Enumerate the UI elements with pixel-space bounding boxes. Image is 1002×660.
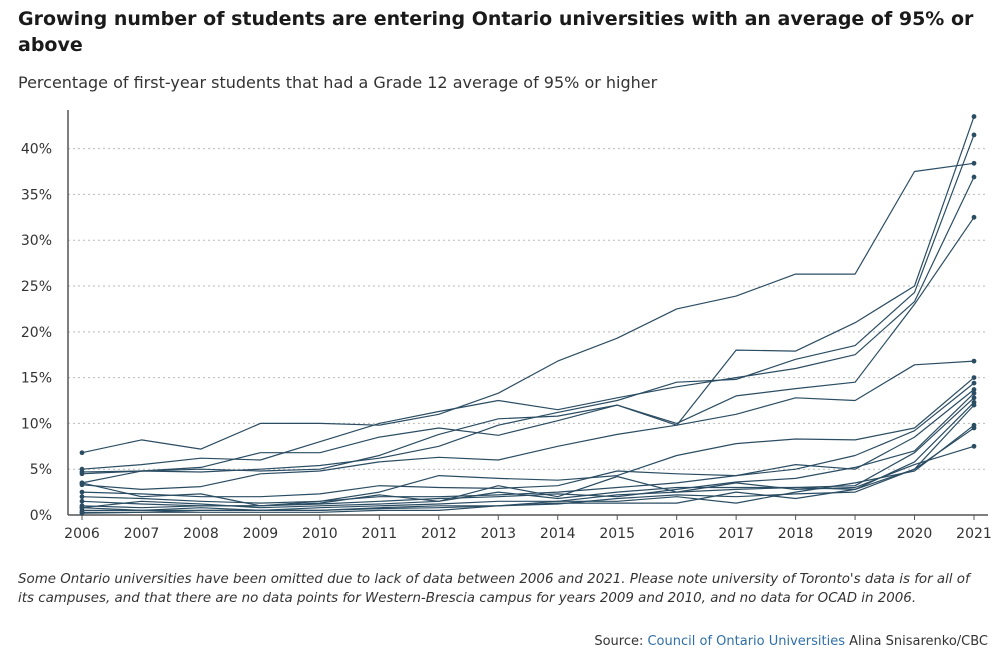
end-point — [971, 114, 977, 119]
x-tick-label: 2007 — [124, 526, 160, 542]
end-point — [971, 387, 977, 392]
series-line — [81, 427, 975, 514]
chart-subtitle: Percentage of first-year students that h… — [18, 73, 658, 92]
endpoint-markers — [79, 114, 977, 516]
line-chart: 0% 5% 10% 15% 20% 25% 30% 35% 40% 2006 2007 2008 200… — [21, 110, 992, 542]
y-tick-label: 10% — [21, 416, 52, 432]
x-tick-label: 2013 — [480, 526, 516, 542]
start-point — [79, 489, 85, 495]
x-tick-label: 2021 — [956, 526, 992, 542]
y-tick-label: 35% — [21, 187, 52, 203]
series-line — [81, 377, 975, 504]
start-point — [79, 498, 85, 504]
start-point — [79, 505, 85, 511]
tick-labels: 0% 5% 10% 15% 20% 25% 30% 35% 40% 2006 2007 2008 200… — [21, 142, 992, 542]
x-tick-label: 2020 — [897, 526, 933, 542]
end-point — [971, 174, 977, 180]
start-point — [79, 510, 85, 516]
x-tick-label: 2016 — [659, 526, 695, 542]
x-tick-label: 2011 — [362, 526, 398, 542]
axes — [67, 110, 988, 520]
start-point — [79, 494, 85, 500]
series-line — [81, 445, 975, 507]
x-tick-label: 2014 — [540, 526, 576, 542]
end-point — [971, 390, 977, 396]
source-line: Source: Council of Ontario Universities … — [594, 634, 988, 649]
source-label: Source: — [594, 634, 644, 649]
end-point — [971, 375, 977, 381]
footnote: Some Ontario universities have been omit… — [18, 572, 970, 606]
end-point — [971, 214, 977, 220]
end-point — [971, 425, 977, 431]
end-point — [971, 443, 977, 449]
start-point — [79, 480, 85, 486]
x-tick-label: 2018 — [778, 526, 814, 542]
x-tick-label: 2015 — [599, 526, 635, 542]
x-tick-label: 2019 — [837, 526, 873, 542]
end-point — [971, 380, 977, 386]
series-line — [81, 397, 975, 509]
end-point — [971, 132, 977, 138]
series-line — [81, 216, 975, 473]
chart-title: Growing number of students are entering … — [18, 8, 974, 56]
x-tick-label: 2010 — [302, 526, 338, 542]
series-line — [81, 176, 975, 470]
y-tick-label: 30% — [21, 233, 52, 249]
series-line — [81, 116, 975, 484]
start-point — [79, 469, 85, 475]
end-point — [971, 395, 977, 401]
end-point — [971, 402, 977, 408]
y-tick-label: 20% — [21, 325, 52, 341]
y-tick-label: 15% — [21, 371, 52, 387]
y-tick-label: 0% — [30, 508, 52, 524]
series-line — [81, 382, 975, 498]
series-line — [81, 424, 975, 511]
source-link[interactable]: Council of Ontario Universities — [647, 634, 846, 649]
start-point — [79, 450, 85, 456]
end-point — [971, 358, 977, 364]
x-tick-label: 2017 — [718, 526, 754, 542]
y-tick-label: 25% — [21, 279, 52, 295]
y-tick-label: 40% — [21, 142, 52, 158]
series-line — [81, 360, 975, 490]
series-line — [81, 392, 975, 509]
series-line — [81, 162, 975, 454]
end-point — [971, 160, 977, 166]
x-tick-label: 2008 — [183, 526, 219, 542]
x-tick-label: 2006 — [64, 526, 100, 542]
x-tick-label: 2012 — [421, 526, 457, 542]
credit-text: Alina Snisarenko/CBC — [849, 634, 988, 649]
x-tick-label: 2009 — [243, 526, 279, 542]
gridlines — [68, 148, 988, 470]
y-tick-label: 5% — [30, 462, 52, 478]
series-lines — [81, 116, 975, 514]
